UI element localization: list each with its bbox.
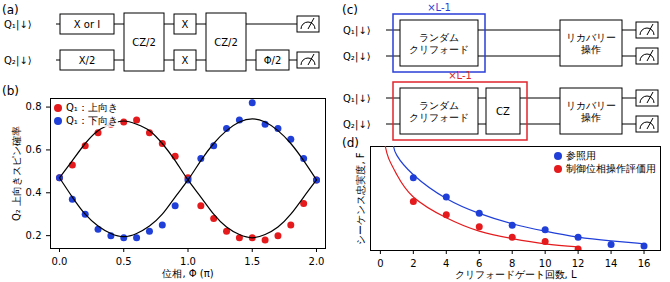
svg-text:CZ/2: CZ/2 <box>132 37 156 48</box>
svg-text:Q₁|↓⟩: Q₁|↓⟩ <box>4 19 32 31</box>
svg-text:1.5: 1.5 <box>244 256 260 267</box>
svg-text:ランダム: ランダム <box>419 100 459 111</box>
svg-text:16: 16 <box>638 258 651 269</box>
svg-text:X: X <box>182 19 189 30</box>
svg-text:14: 14 <box>605 258 618 269</box>
html-text:(b): (b) <box>2 84 19 98</box>
svg-text:Q₁|↓⟩: Q₁|↓⟩ <box>343 25 371 37</box>
html-text:(d): (d) <box>342 136 359 150</box>
svg-text:X/2: X/2 <box>79 55 96 66</box>
svg-text:ランダム: ランダム <box>419 32 459 43</box>
svg-text:リカバリー: リカバリー <box>566 32 616 43</box>
svg-text:クリフォードゲート回数, L: クリフォードゲート回数, L <box>455 269 577 280</box>
svg-text:Q₁|↓⟩: Q₁|↓⟩ <box>343 93 371 105</box>
svg-text:Φ/2: Φ/2 <box>264 55 282 66</box>
svg-text:0.6: 0.6 <box>26 144 42 155</box>
svg-text:0: 0 <box>377 258 383 269</box>
svg-text:(c): (c) <box>342 3 358 17</box>
svg-text:X: X <box>182 55 189 66</box>
svg-text:0.4: 0.4 <box>26 187 42 198</box>
svg-text:CZ/2: CZ/2 <box>214 37 238 48</box>
svg-text:×L-1: ×L-1 <box>427 2 451 13</box>
svg-text:2.0: 2.0 <box>309 256 325 267</box>
html-text:Q₁：下向き: Q₁：下向き <box>66 115 118 126</box>
svg-text:CZ: CZ <box>496 106 510 117</box>
html-text:参照用: 参照用 <box>566 150 596 161</box>
svg-text:X or I: X or I <box>74 19 100 30</box>
svg-text:位相, Φ (π): 位相, Φ (π) <box>162 268 213 279</box>
svg-text:0.2: 0.2 <box>26 230 42 241</box>
svg-text:10: 10 <box>539 258 552 269</box>
svg-text:0.0: 0.0 <box>52 256 68 267</box>
svg-text:操作: 操作 <box>581 112 601 123</box>
svg-text:×L-1: ×L-1 <box>448 70 472 81</box>
svg-text:2: 2 <box>410 258 416 269</box>
svg-text:1.0: 1.0 <box>180 256 196 267</box>
svg-text:12: 12 <box>572 258 585 269</box>
html-text:制御位相操作評価用: 制御位相操作評価用 <box>566 163 656 174</box>
svg-text:0.5: 0.5 <box>116 256 132 267</box>
html-text:Q₁：上向き: Q₁：上向き <box>66 102 118 113</box>
svg-text:クリフォード: クリフォード <box>409 44 469 55</box>
svg-text:6: 6 <box>476 258 482 269</box>
svg-text:(a): (a) <box>2 3 19 17</box>
svg-text:0.8: 0.8 <box>26 101 42 112</box>
svg-text:操作: 操作 <box>581 44 601 55</box>
svg-text:シーケンス忠実度, F: シーケンス忠実度, F <box>355 152 366 244</box>
svg-text:Q₂|↓⟩: Q₂|↓⟩ <box>4 55 32 67</box>
svg-text:Q₂|↓⟩: Q₂|↓⟩ <box>343 51 371 63</box>
svg-text:4: 4 <box>443 258 449 269</box>
svg-text:クリフォード: クリフォード <box>409 112 469 123</box>
svg-text:Q₂|↓⟩: Q₂|↓⟩ <box>343 119 371 131</box>
svg-text:リカバリー: リカバリー <box>566 100 616 111</box>
svg-text:8: 8 <box>509 258 515 269</box>
svg-text:Q₂ 上向きスピン確率: Q₂ 上向きスピン確率 <box>11 126 22 221</box>
